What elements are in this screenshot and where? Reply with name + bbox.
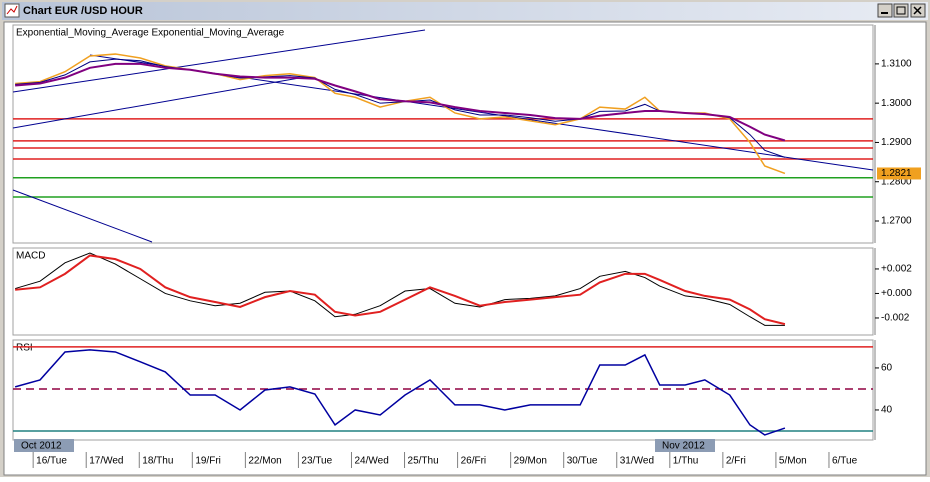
y-tick-label: 1.2800 [881,176,912,187]
period-label: Oct 2012 [21,441,62,452]
series-line [15,62,786,142]
panel [12,24,874,244]
x-tick-label: 17/Wed [89,456,123,467]
y-tick-label: -0.002 [881,313,910,324]
series-line [15,254,786,326]
maximize-glyph [896,6,906,15]
period-label: Nov 2012 [662,441,705,452]
x-tick-label: 30/Tue [567,456,598,467]
y-tick-label: 1.3000 [881,98,912,109]
y-tick-label: 1.3100 [881,59,912,70]
y-tick-label: 60 [881,363,893,374]
window-buttons[interactable] [877,3,926,18]
x-tick-label: 22/Mon [248,456,281,467]
series-line [14,252,785,326]
panel-title: RSI [16,343,33,354]
panel-title: Exponential_Moving_Average Exponential_M… [16,28,285,39]
x-tick-label: 31/Wed [620,456,654,467]
panel-title: MACD [16,251,45,262]
x-tick-label: 29/Mon [514,456,547,467]
trend-line [12,189,153,243]
window-title: Chart EUR /USD HOUR [23,5,143,17]
x-tick-label: 24/Wed [354,456,388,467]
trend-line [12,76,306,129]
trend-line [12,29,426,93]
panels: Exponential_Moving_Average Exponential_M… [12,24,921,468]
series-line [14,349,786,436]
x-tick-label: 18/Thu [142,456,173,467]
x-tick-label: 2/Fri [726,456,746,467]
x-tick-label: 25/Thu [408,456,439,467]
y-tick-label: 1.2900 [881,137,912,148]
last-price-box [877,167,921,180]
last-price-label: 1.2821 [881,168,912,179]
x-tick-label: 5/Mon [779,456,807,467]
maximize-button[interactable] [893,3,909,18]
x-tick-label: 1/Thu [673,456,699,467]
x-tick-label: 19/Fri [195,456,221,467]
panel [12,339,874,441]
y-tick-label: 1.2700 [881,216,912,227]
x-tick-label: 16/Tue [36,456,67,467]
window-icon-glyph [6,5,18,15]
y-tick-label: +0.000 [881,288,912,299]
period-label-box [14,439,74,452]
x-tick-label: 6/Tue [832,456,858,467]
x-tick-label: 23/Tue [301,456,332,467]
period-label-box [655,439,715,452]
minimize-button[interactable] [877,3,893,18]
y-tick-label: +0.002 [881,264,912,275]
title-bar [2,2,928,20]
x-tick-label: 26/Fri [461,456,487,467]
y-tick-label: 40 [881,405,893,416]
close-glyph [913,6,922,15]
